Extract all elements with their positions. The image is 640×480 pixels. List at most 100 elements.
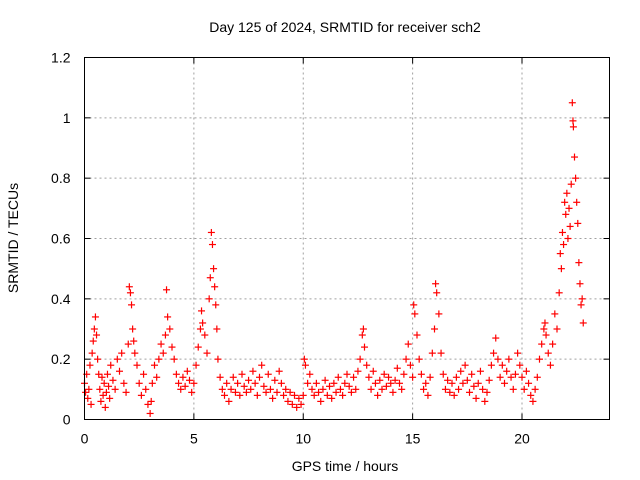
- data-point: [323, 391, 331, 399]
- data-point: [102, 388, 110, 396]
- data-point: [376, 376, 384, 384]
- data-point: [288, 400, 296, 408]
- data-point: [358, 331, 366, 339]
- data-point: [304, 379, 312, 387]
- data-point: [181, 382, 189, 390]
- data-point: [196, 325, 204, 333]
- data-point: [273, 388, 281, 396]
- data-point: [352, 385, 360, 393]
- data-point: [146, 409, 154, 417]
- data-point: [99, 391, 107, 399]
- data-point: [163, 286, 171, 294]
- data-point: [82, 388, 90, 396]
- data-point: [514, 349, 522, 357]
- data-point: [428, 349, 436, 357]
- data-point: [365, 373, 373, 381]
- data-point: [509, 385, 517, 393]
- data-point: [148, 379, 156, 387]
- data-point: [118, 349, 126, 357]
- data-point: [345, 382, 353, 390]
- data-point: [183, 367, 191, 375]
- data-point: [93, 331, 101, 339]
- data-point: [422, 379, 430, 387]
- data-point: [457, 367, 465, 375]
- data-point: [411, 310, 419, 318]
- data-point: [444, 376, 452, 384]
- data-point: [300, 355, 308, 363]
- y-tick-label: 0: [63, 412, 71, 428]
- data-point: [553, 325, 561, 333]
- data-point: [459, 379, 467, 387]
- data-point: [172, 370, 180, 378]
- data-point: [432, 280, 440, 288]
- data-point: [120, 379, 128, 387]
- data-point: [326, 382, 333, 390]
- data-point: [527, 391, 535, 399]
- x-tick-label: 0: [81, 431, 89, 447]
- data-point: [262, 388, 270, 396]
- data-point: [503, 367, 511, 375]
- data-point: [563, 189, 571, 197]
- data-point: [96, 385, 104, 393]
- data-point: [137, 391, 145, 399]
- data-point: [130, 337, 138, 345]
- x-axis-label: GPS time / hours: [292, 458, 399, 474]
- data-point: [221, 391, 228, 399]
- data-point: [363, 361, 371, 369]
- data-point: [402, 355, 410, 363]
- data-point: [439, 370, 447, 378]
- data-point: [505, 355, 513, 363]
- data-point: [249, 367, 257, 375]
- data-point: [88, 349, 96, 357]
- data-point: [203, 349, 211, 357]
- data-point: [522, 367, 530, 375]
- data-point: [336, 385, 344, 393]
- data-point: [569, 117, 577, 125]
- data-point: [229, 373, 237, 381]
- data-point: [308, 385, 316, 393]
- data-point: [225, 397, 233, 405]
- data-point: [507, 373, 515, 381]
- data-point: [295, 394, 303, 402]
- data-point: [192, 361, 200, 369]
- x-tick-label: 20: [514, 431, 530, 447]
- data-point: [542, 331, 550, 339]
- data-point: [100, 379, 108, 387]
- data-point: [577, 301, 585, 309]
- data-point: [164, 313, 172, 321]
- data-point: [487, 361, 495, 369]
- x-tick-label: 5: [190, 431, 198, 447]
- data-point: [223, 379, 231, 387]
- data-point: [538, 340, 546, 348]
- data-point: [207, 228, 215, 236]
- data-point: [107, 361, 115, 369]
- data-point: [378, 385, 386, 393]
- data-point: [501, 379, 508, 387]
- data-point: [415, 355, 423, 363]
- data-point: [277, 379, 285, 387]
- data-point: [90, 325, 98, 333]
- data-point: [208, 241, 216, 249]
- data-point: [86, 361, 94, 369]
- data-point: [571, 153, 578, 161]
- data-point: [227, 385, 235, 393]
- data-point: [431, 325, 438, 333]
- data-point: [541, 319, 549, 327]
- y-tick-label: 0.4: [51, 291, 71, 307]
- data-point: [103, 370, 111, 378]
- data-point: [188, 388, 196, 396]
- plot-frame: [84, 57, 610, 420]
- data-point: [498, 361, 506, 369]
- y-tick-label: 1: [63, 110, 71, 126]
- data-point: [350, 373, 358, 381]
- data-point: [271, 376, 279, 384]
- data-point: [576, 280, 584, 288]
- data-point: [555, 289, 563, 297]
- data-point: [105, 382, 113, 390]
- data-point: [463, 376, 471, 384]
- data-point: [175, 379, 183, 387]
- data-point: [111, 385, 119, 393]
- data-point: [529, 397, 537, 405]
- y-tick-label: 0.2: [51, 351, 71, 367]
- data-point: [116, 367, 123, 375]
